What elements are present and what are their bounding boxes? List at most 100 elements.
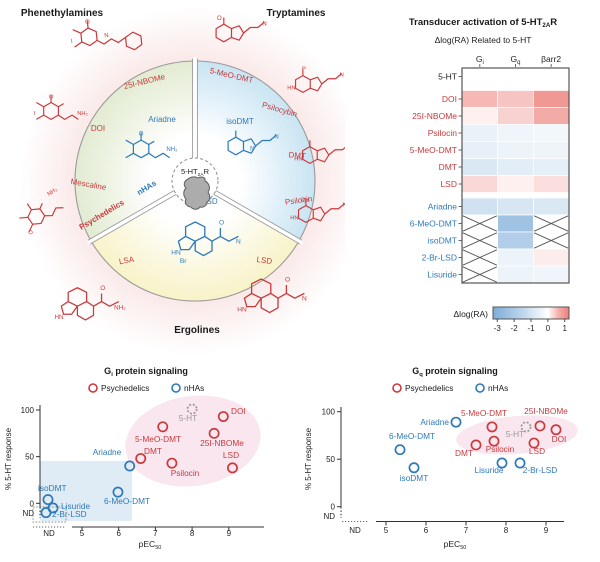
- arc-label-DMT: DMT: [288, 150, 306, 160]
- gi-plot-area: Psychedelics nHAs 0 50 100 ND 5 6 7 8 9 ND isoDMT Lis…: [21, 383, 264, 538]
- point-label-25I-NBOMe: 25I-NBOMe: [524, 406, 568, 416]
- x-tick-label: 8: [190, 529, 195, 538]
- heatmap-cell-5-MeO-DMT: [532, 141, 570, 159]
- data-point-25I-NBOMe: [208, 427, 220, 439]
- point-label-Ariadne: Ariadne: [93, 447, 122, 457]
- gq-scatter-panel: Gq protein signaling % 5-HT response pEC…: [304, 366, 578, 551]
- gq-plot-area: Psychedelics nHAs 0 50 100 ND 5 6 7 8 9 ND 6-MeO-DMT…: [322, 383, 578, 535]
- receptor-icon: [183, 176, 211, 210]
- bond: [243, 292, 262, 308]
- molecule-DOI: O I NH₂: [33, 94, 88, 120]
- gi-plot-title: Gi protein signaling: [104, 366, 188, 378]
- row-label-DOI: DOI: [442, 94, 457, 104]
- row-label-25I-NBOMe: 25I-NBOMe: [412, 111, 457, 121]
- data-point-DMT: [135, 453, 147, 464]
- colorbar-tick-label: -2: [511, 324, 519, 333]
- gq-plot-title: Gq protein signaling: [412, 366, 498, 378]
- atom-label: N: [262, 21, 266, 27]
- x-tick-label: 6: [424, 526, 429, 535]
- atom-label: O: [100, 285, 105, 292]
- sector-spokes: [87, 56, 303, 245]
- atom-label: O: [28, 229, 36, 237]
- heatmap-cell-25I-NBOMe: [532, 107, 570, 125]
- legend-label-Psychedelics: Psychedelics: [101, 383, 149, 393]
- point-label-5-MeO-DMT: 5-MeO-DMT: [461, 408, 507, 418]
- bond: [310, 76, 323, 92]
- data-point-DOI: [550, 424, 562, 436]
- y-tick-label: 50: [326, 455, 335, 464]
- heatmap-subtitle: Δlog(RA) Related to 5-HT: [435, 35, 532, 45]
- atom-label: O: [217, 16, 222, 22]
- arc-label-LSA: LSA: [118, 255, 135, 267]
- bond: [96, 36, 126, 45]
- point-label-DOI: DOI: [231, 406, 246, 416]
- atom-label: I: [33, 111, 35, 117]
- atom-label: P: [302, 66, 306, 72]
- y-tick-label: 100: [21, 406, 35, 415]
- y-tick-label: 50: [25, 453, 34, 462]
- heatmap-cell-5-MeO-DMT: [497, 141, 534, 159]
- atom-label: N: [340, 73, 344, 79]
- bond: [125, 152, 134, 159]
- heatmap-cell-LSD: [497, 175, 534, 193]
- heatmap-title: Transducer activation of 5-HT2AR: [409, 17, 557, 29]
- bond: [93, 293, 120, 307]
- bond: [67, 287, 88, 307]
- bond: [74, 41, 83, 48]
- molecule-isoDMT: NN: [227, 130, 279, 156]
- heatmap-cell-2-Br-LSD: [497, 248, 534, 267]
- colorbar-tick-label: 1: [563, 324, 568, 333]
- gi-scatter-panel: Gi protein signaling % 5-HT response pEC…: [4, 366, 264, 551]
- data-point-Ariadne: [450, 416, 462, 428]
- compound-wheel-panel: OINOINH₂NH₂OHNONH₂HNONHNOHNHNNPHNNONONH₂…: [13, 3, 345, 359]
- atom-label: NH₂: [166, 147, 178, 153]
- row-label-2-Br-LSD: 2-Br-LSD: [422, 253, 457, 263]
- heatmap-cell-DOI: [461, 90, 499, 108]
- x-tick-label: 5: [80, 529, 85, 538]
- molecule-structures: OINOINH₂NH₂OHNONH₂HNONHNOHNHNNPHNNONONH₂…: [19, 16, 345, 321]
- bond: [86, 20, 89, 29]
- point-label-Lisuride: Lisuride: [474, 465, 503, 475]
- heatmap-cell-Psilocin: [461, 124, 499, 142]
- point-label-5-HT: 5-HT: [506, 429, 524, 439]
- y-tick-label: 0: [331, 503, 336, 512]
- x-tick-label: 7: [153, 529, 158, 538]
- bond: [211, 227, 239, 242]
- x-nd-label: ND: [43, 529, 55, 538]
- arc-label-Psilocin: Psilocin: [284, 194, 313, 207]
- atom-label: N: [274, 134, 278, 140]
- molecule-DMT: HNN: [294, 140, 345, 164]
- row-label-5-HT: 5-HT: [438, 72, 457, 82]
- atom-label: HN: [54, 314, 64, 321]
- nha-cluster-region: [40, 461, 132, 521]
- receptor-center: 5-HT2AR: [171, 157, 219, 210]
- arc-label-isoDMT: isoDMT: [226, 117, 254, 126]
- point-label-6-MeO-DMT: 6-MeO-DMT: [389, 431, 435, 441]
- nd-cross: [533, 232, 569, 249]
- arc-label-LSD: LSD: [256, 255, 273, 266]
- row-label-Lisuride: Lisuride: [427, 270, 457, 280]
- nd-cross: [462, 249, 498, 266]
- heatmap-border: [461, 67, 570, 284]
- heatmap-cell-DOI: [532, 90, 570, 108]
- heatmap-cell-DMT: [497, 158, 534, 176]
- atom-label: HN: [237, 306, 247, 313]
- atom-label: O: [85, 19, 91, 25]
- row-label-6-MeO-DMT: 6-MeO-DMT: [410, 219, 457, 229]
- row-label-isoDMT: isoDMT: [428, 236, 457, 246]
- bond: [294, 75, 311, 93]
- bond: [26, 203, 32, 210]
- nd-cross: [533, 215, 569, 232]
- y-tick-label: 100: [322, 408, 336, 417]
- atom-label: N: [250, 146, 254, 152]
- x-tick-label: 9: [227, 529, 232, 538]
- atom-label: N: [104, 33, 109, 39]
- gq-ylabel: % 5-HT response: [304, 427, 313, 490]
- heatmap-cell-25I-NBOMe: [461, 107, 499, 125]
- heatmap-cell-Ariadne: [497, 197, 534, 216]
- data-point-isoDMT: [408, 462, 420, 474]
- atom-label: NH₂: [77, 111, 88, 117]
- bond: [148, 140, 155, 146]
- y-nd-label: ND: [323, 512, 335, 521]
- heatmap-cell-Psilocin: [497, 124, 534, 142]
